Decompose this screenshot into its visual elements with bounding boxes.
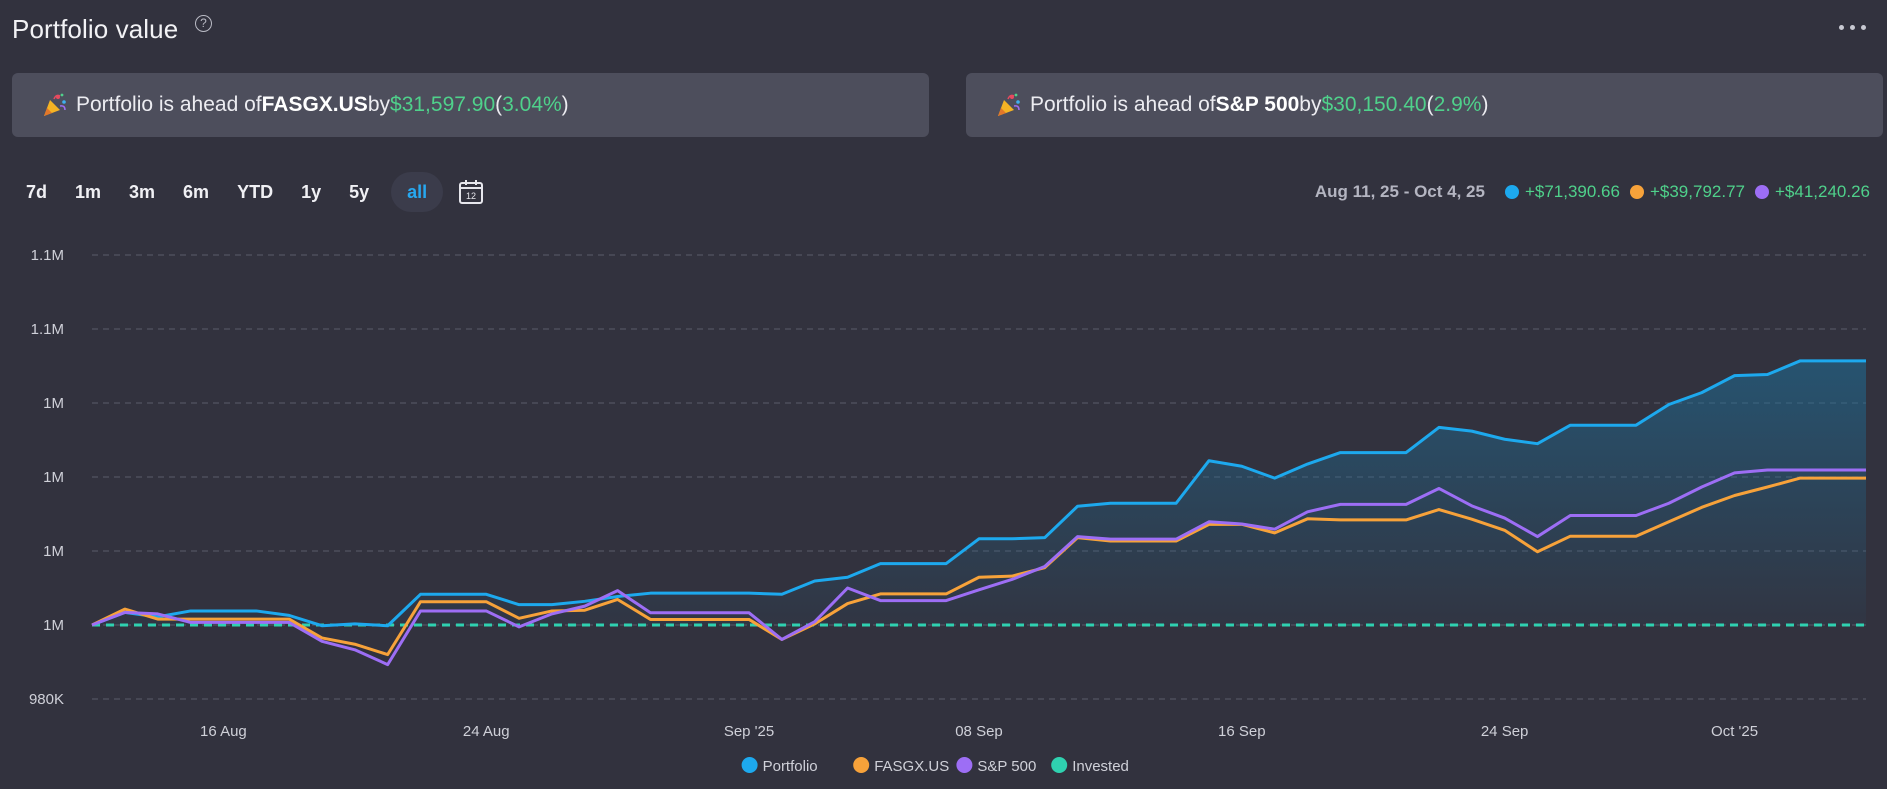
range-all-button[interactable]: all xyxy=(391,172,444,212)
x-tick-label: Sep '25 xyxy=(724,723,774,740)
svg-text:12: 12 xyxy=(466,191,476,201)
more-options-icon[interactable] xyxy=(1839,20,1867,34)
legend-dot xyxy=(741,757,758,773)
legend-label: Portfolio xyxy=(763,758,818,775)
legend-item-invested[interactable]: Invested xyxy=(1051,757,1129,775)
range-5y-button[interactable]: 5y xyxy=(349,182,370,202)
banner-benchmark: FASGX.US xyxy=(261,93,368,116)
legend-item-s-p-500[interactable]: S&P 500 xyxy=(956,757,1036,775)
banner-pct: 3.04% xyxy=(502,93,562,116)
portfolio-chart[interactable]: 980K 1M 1M 1M 1M 1.1M 1.1M 16 Aug 24 Aug Sep '25… xyxy=(0,230,1887,789)
time-range-selector: 7d 1m 3m 6m YTD 1y 5y all 12 xyxy=(14,172,485,212)
page-title: Portfolio value xyxy=(12,14,179,44)
portfolio-dot xyxy=(1504,185,1519,199)
y-tick-label: 1M xyxy=(43,617,64,634)
range-ytd-button[interactable]: YTD xyxy=(237,182,274,202)
banner-pct-open: ( xyxy=(1426,93,1434,116)
banner-pct-close: ) xyxy=(561,93,569,116)
banner-by: by xyxy=(1299,93,1322,116)
summary-value: +$39,792.77 xyxy=(1649,182,1745,201)
legend-item-portfolio[interactable]: Portfolio xyxy=(741,757,818,775)
banner-prefix: Portfolio is ahead of xyxy=(76,93,262,116)
range-6m-button[interactable]: 6m xyxy=(183,182,210,202)
party-popper-icon xyxy=(44,93,66,116)
summary-value: +$71,390.66 xyxy=(1524,182,1620,201)
banner-benchmark: S&P 500 xyxy=(1215,93,1300,116)
banner-pct-close: ) xyxy=(1481,93,1489,116)
range-7d-button[interactable]: 7d xyxy=(26,182,48,202)
y-tick-label: 1M xyxy=(43,469,64,486)
calendar-icon[interactable]: 12 xyxy=(457,178,485,206)
x-tick-label: 24 Aug xyxy=(463,723,510,740)
banner-amount: $30,150.40 xyxy=(1321,93,1427,116)
x-tick-label: 16 Sep xyxy=(1218,723,1266,740)
date-range-label: Aug 11, 25 - Oct 4, 25 xyxy=(1314,182,1485,201)
y-tick-label: 1.1M xyxy=(31,247,64,264)
legend-dot xyxy=(956,757,973,773)
sp500-dot xyxy=(1754,185,1769,199)
legend-dot xyxy=(1051,757,1068,773)
summary-fasgx: +$39,792.77 xyxy=(1629,182,1745,202)
legend-label: FASGX.US xyxy=(874,758,949,775)
y-tick-label: 1M xyxy=(43,543,64,560)
banner-pct: 2.9% xyxy=(1433,93,1482,116)
legend-item-fasgx-us[interactable]: FASGX.US xyxy=(853,757,949,775)
series-line-fasgx-us xyxy=(91,476,1866,657)
x-tick-label: Oct '25 xyxy=(1711,723,1758,740)
series-line-portfolio xyxy=(91,359,1866,628)
summary-value: +$41,240.26 xyxy=(1774,182,1870,201)
y-tick-label: 980K xyxy=(29,691,64,708)
y-tick-label: 1.1M xyxy=(31,321,64,338)
y-tick-label: 1M xyxy=(43,395,64,412)
x-tick-label: 08 Sep xyxy=(955,723,1003,740)
banner-pct-open: ( xyxy=(495,93,503,116)
legend-label: S&P 500 xyxy=(977,758,1036,775)
banner-prefix: Portfolio is ahead of xyxy=(1030,93,1216,116)
benchmark-banner-fasgx: Portfolio is ahead of FASGX.US by $31,59… xyxy=(12,73,929,137)
x-tick-label: 16 Aug xyxy=(200,723,247,740)
series-line-s-p-500 xyxy=(91,468,1866,667)
party-popper-icon xyxy=(998,93,1020,116)
summary-portfolio: +$71,390.66 xyxy=(1504,182,1620,202)
legend-dot xyxy=(853,757,870,773)
banner-amount: $31,597.90 xyxy=(390,93,496,116)
summary-sp500: +$41,240.26 xyxy=(1754,182,1870,202)
range-3m-button[interactable]: 3m xyxy=(129,182,156,202)
performance-summary: Aug 11, 25 - Oct 4, 25 +$71,390.66 +$39,… xyxy=(1315,172,1870,212)
range-1y-button[interactable]: 1y xyxy=(301,182,322,202)
fasgx-dot xyxy=(1629,185,1644,199)
legend-label: Invested xyxy=(1072,758,1129,775)
portfolio-area xyxy=(92,360,1866,626)
x-tick-label: 24 Sep xyxy=(1481,723,1529,740)
range-1m-button[interactable]: 1m xyxy=(75,182,102,202)
banner-by: by xyxy=(367,93,391,116)
help-icon[interactable]: ? xyxy=(195,15,212,32)
benchmark-banner-sp500: Portfolio is ahead of S&P 500 by $30,150… xyxy=(966,73,1883,137)
